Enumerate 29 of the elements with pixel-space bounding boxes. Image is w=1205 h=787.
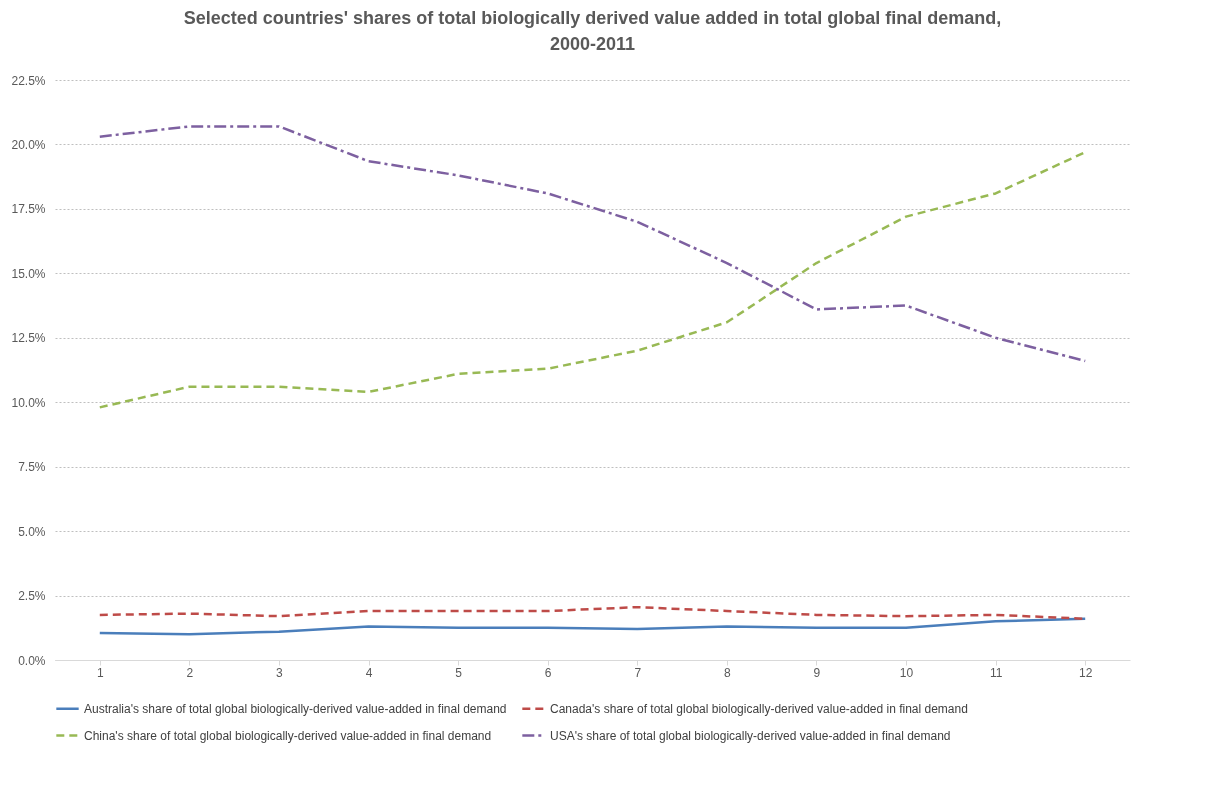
x-tick-label: 10 xyxy=(899,665,914,680)
x-tick-label: 2 xyxy=(186,665,194,680)
y-tick-label: 2.5% xyxy=(18,589,46,604)
y-tick-label: 7.5% xyxy=(18,460,46,475)
x-tick-label: 12 xyxy=(1079,665,1093,680)
x-tick-label: 1 xyxy=(96,665,104,680)
y-tick-label: 10.0% xyxy=(11,395,46,410)
y-tick-label: 17.5% xyxy=(11,202,46,217)
x-tick-label: 6 xyxy=(544,665,552,680)
legend-label: Canada's share of total global biologically-derived value-added in final demand xyxy=(550,701,968,716)
legend-label: China's share of total global biologically-derived value-added in final demand xyxy=(84,728,492,743)
chart-title: Selected countries' shares of total biologically derived value added in total global final demand, 2000-2011 xyxy=(183,8,1002,54)
line-series xyxy=(98,617,1087,636)
x-tick-label: 8 xyxy=(724,665,732,680)
y-tick-label: 15.0% xyxy=(11,266,46,281)
y-tick-label: 12.5% xyxy=(11,331,46,346)
legend-label: Australia's share of total global biologically-derived value-added in final demand xyxy=(84,701,507,716)
x-tick-label: 9 xyxy=(813,665,821,680)
line-series xyxy=(98,125,1087,363)
x-tick-label: 11 xyxy=(989,665,1003,680)
y-tick-label: 5.0% xyxy=(18,524,46,539)
y-tick-label: 0.0% xyxy=(18,653,46,668)
x-tick-label: 4 xyxy=(365,665,373,680)
legend-label: USA's share of total global biologically-derived value-added in final demand xyxy=(550,728,951,743)
x-tick-label: 7 xyxy=(634,665,642,680)
x-tick-label: 5 xyxy=(455,665,463,680)
y-tick-label: 22.5% xyxy=(11,73,46,88)
x-tick-label: 3 xyxy=(276,665,284,680)
y-tick-label: 20.0% xyxy=(11,137,46,152)
